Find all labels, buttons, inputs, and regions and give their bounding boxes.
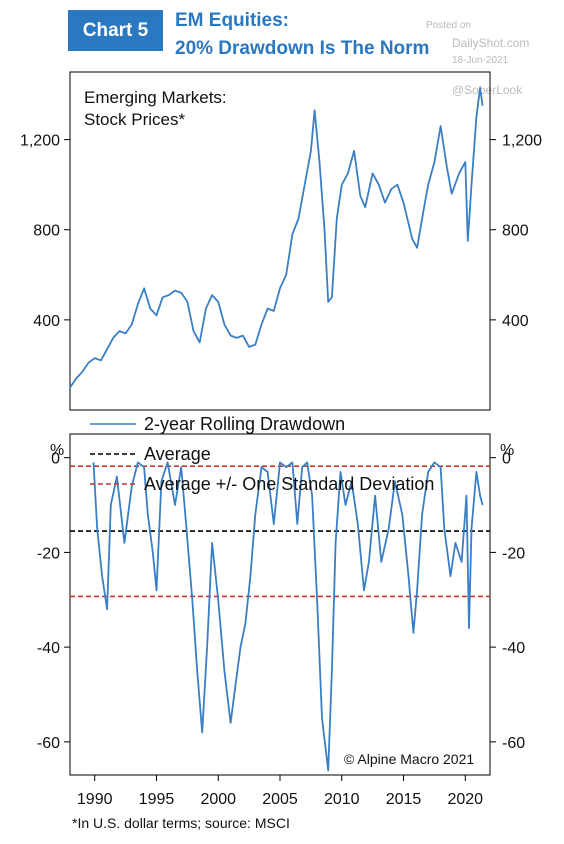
bottom-right-tick-label: 0 — [502, 451, 511, 468]
bottom-left-unit: % — [50, 442, 64, 459]
bottom-right-unit: % — [500, 442, 514, 459]
bottom-right-tick-label: -20 — [502, 545, 525, 562]
legend-label: 2-year Rolling Drawdown — [144, 414, 345, 434]
watermark-handle: @SoberLook — [452, 83, 523, 97]
legend-label: Average +/- One Standard Deviation — [144, 474, 434, 494]
bottom-left-tick-label: 0 — [51, 451, 60, 468]
watermark-posted: Posted on — [426, 20, 472, 31]
top-panel-title-line: Stock Prices* — [84, 110, 185, 129]
top-panel-frame — [69, 71, 491, 411]
credit-label: © Alpine Macro 2021 — [344, 751, 474, 767]
x-tick-label: 2005 — [262, 791, 298, 808]
top-right-tick-label: 1,200 — [502, 133, 542, 150]
bottom-right-tick-label: -60 — [502, 735, 525, 752]
x-tick-label: 1995 — [139, 791, 175, 808]
drawdown-series-line — [92, 461, 484, 772]
chart-number-badge: Chart 5 — [68, 10, 163, 51]
x-tick-label: 1990 — [77, 791, 113, 808]
watermark-site: DailyShot.com — [452, 36, 530, 50]
x-tick-label: 2010 — [324, 791, 360, 808]
top-panel-title-line: Emerging Markets: — [84, 88, 227, 107]
x-tick-label: 2000 — [200, 791, 236, 808]
price-series-line — [69, 86, 484, 389]
chart-title-line1: EM Equities: — [175, 10, 290, 31]
top-right-tick-label: 800 — [502, 223, 529, 240]
top-left-tick-label: 400 — [33, 313, 60, 330]
top-left-tick-label: 1,200 — [20, 133, 60, 150]
bottom-right-tick-label: -40 — [502, 640, 525, 657]
bottom-left-tick-label: -60 — [37, 735, 60, 752]
top-left-tick-label: 800 — [33, 223, 60, 240]
top-right-tick-label: 400 — [502, 313, 529, 330]
footnote: *In U.S. dollar terms; source: MSCI — [72, 815, 290, 831]
bottom-left-tick-label: -40 — [37, 640, 60, 657]
legend-label: Average — [144, 444, 211, 464]
chart-title-line2: 20% Drawdown Is The Norm — [175, 38, 430, 59]
x-tick-label: 2015 — [386, 791, 422, 808]
x-tick-label: 2020 — [447, 791, 483, 808]
bottom-left-tick-label: -20 — [37, 545, 60, 562]
watermark-date: 18-Jun-2021 — [452, 55, 509, 66]
